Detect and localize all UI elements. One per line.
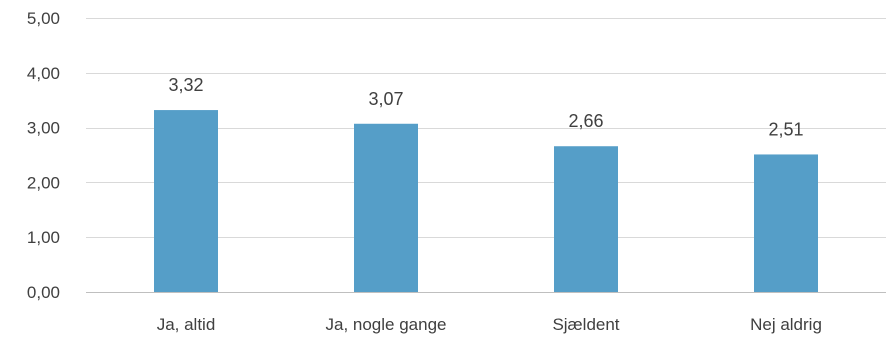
y-tick-label: 2,00 xyxy=(27,173,60,192)
x-category-label: Nej aldrig xyxy=(750,315,822,334)
y-axis-tick-labels: 0,00 1,00 2,00 3,00 4,00 5,00 xyxy=(27,9,60,302)
y-tick-label: 3,00 xyxy=(27,119,60,138)
bar xyxy=(354,123,418,292)
x-axis-category-labels: Ja, altid Ja, nogle gange Sjældent Nej aldr… xyxy=(157,315,822,334)
y-tick-label: 1,00 xyxy=(27,228,60,247)
y-tick-label: 4,00 xyxy=(27,64,60,83)
y-tick-label: 5,00 xyxy=(27,9,60,28)
bar xyxy=(154,110,218,293)
gridlines xyxy=(86,18,886,293)
x-category-label: Ja, nogle gange xyxy=(326,315,447,334)
data-labels: 3,32 3,07 2,66 2,51 xyxy=(168,75,803,139)
y-tick-label: 0,00 xyxy=(27,283,60,302)
x-category-label: Sjældent xyxy=(552,315,619,334)
bars xyxy=(154,110,818,293)
data-label: 3,07 xyxy=(368,89,403,109)
data-label: 2,66 xyxy=(568,111,603,131)
bar xyxy=(754,154,818,292)
data-label: 2,51 xyxy=(768,119,803,139)
bar xyxy=(554,146,618,292)
x-category-label: Ja, altid xyxy=(157,315,216,334)
data-label: 3,32 xyxy=(168,75,203,95)
